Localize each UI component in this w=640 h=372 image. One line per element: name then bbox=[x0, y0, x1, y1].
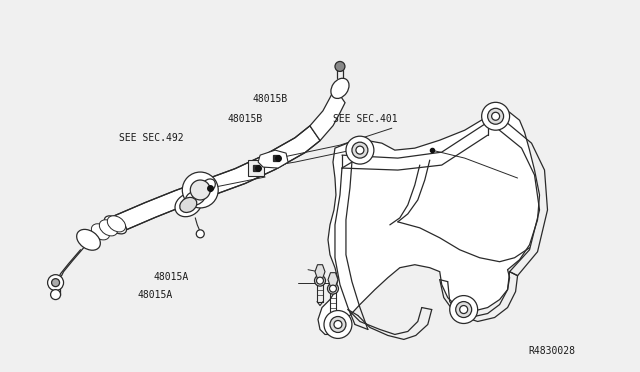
Ellipse shape bbox=[175, 193, 202, 217]
Circle shape bbox=[324, 311, 352, 339]
Text: SEE SEC.401: SEE SEC.401 bbox=[333, 114, 397, 124]
Polygon shape bbox=[318, 110, 540, 334]
Polygon shape bbox=[248, 160, 264, 176]
Circle shape bbox=[330, 285, 337, 292]
Circle shape bbox=[314, 275, 326, 286]
Ellipse shape bbox=[104, 216, 127, 234]
Ellipse shape bbox=[99, 220, 118, 236]
Text: 48015B: 48015B bbox=[227, 114, 262, 124]
Circle shape bbox=[356, 146, 364, 154]
Text: 48015B: 48015B bbox=[253, 94, 288, 104]
Circle shape bbox=[335, 61, 345, 71]
Circle shape bbox=[456, 302, 472, 318]
Circle shape bbox=[352, 142, 368, 158]
Circle shape bbox=[51, 290, 61, 299]
Circle shape bbox=[317, 277, 323, 284]
Polygon shape bbox=[310, 88, 345, 141]
Polygon shape bbox=[315, 265, 325, 279]
Circle shape bbox=[488, 108, 504, 124]
Circle shape bbox=[196, 230, 204, 238]
Circle shape bbox=[52, 279, 60, 286]
Ellipse shape bbox=[77, 230, 100, 250]
Circle shape bbox=[182, 172, 218, 208]
Ellipse shape bbox=[92, 224, 109, 240]
Polygon shape bbox=[110, 126, 320, 232]
Circle shape bbox=[346, 136, 374, 164]
Polygon shape bbox=[258, 150, 288, 168]
Ellipse shape bbox=[186, 190, 205, 205]
Circle shape bbox=[47, 275, 63, 291]
Circle shape bbox=[450, 296, 477, 324]
Polygon shape bbox=[253, 165, 259, 171]
Ellipse shape bbox=[331, 78, 349, 99]
Circle shape bbox=[328, 283, 339, 294]
Polygon shape bbox=[328, 273, 338, 286]
Circle shape bbox=[330, 317, 346, 333]
Text: 48015A: 48015A bbox=[154, 272, 189, 282]
Circle shape bbox=[482, 102, 509, 130]
Polygon shape bbox=[273, 155, 279, 161]
Text: 48015A: 48015A bbox=[138, 290, 173, 300]
Circle shape bbox=[334, 321, 342, 328]
Ellipse shape bbox=[180, 198, 197, 212]
Circle shape bbox=[492, 112, 500, 120]
Ellipse shape bbox=[201, 179, 215, 193]
Ellipse shape bbox=[108, 216, 125, 232]
Circle shape bbox=[190, 180, 210, 200]
Text: SEE SEC.492: SEE SEC.492 bbox=[119, 133, 184, 143]
Text: R4830028: R4830028 bbox=[529, 346, 575, 356]
Circle shape bbox=[460, 305, 468, 314]
Polygon shape bbox=[52, 288, 60, 295]
